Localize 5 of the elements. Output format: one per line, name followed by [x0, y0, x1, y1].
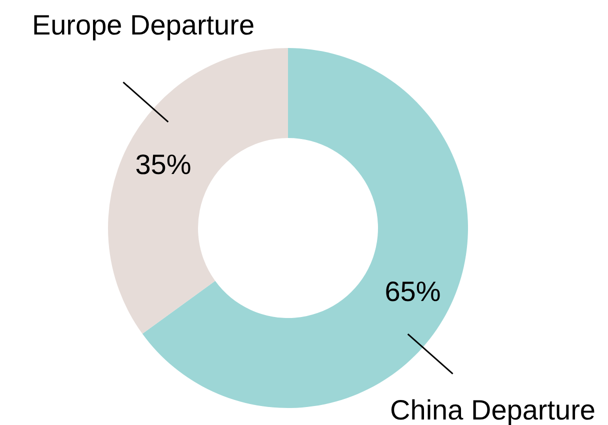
slice-label: China Departure	[390, 394, 596, 425]
donut-slice	[108, 48, 288, 334]
slice-label: Europe Departure	[32, 10, 255, 41]
data-label: 35%	[135, 148, 192, 180]
data-label: 65%	[384, 276, 441, 308]
